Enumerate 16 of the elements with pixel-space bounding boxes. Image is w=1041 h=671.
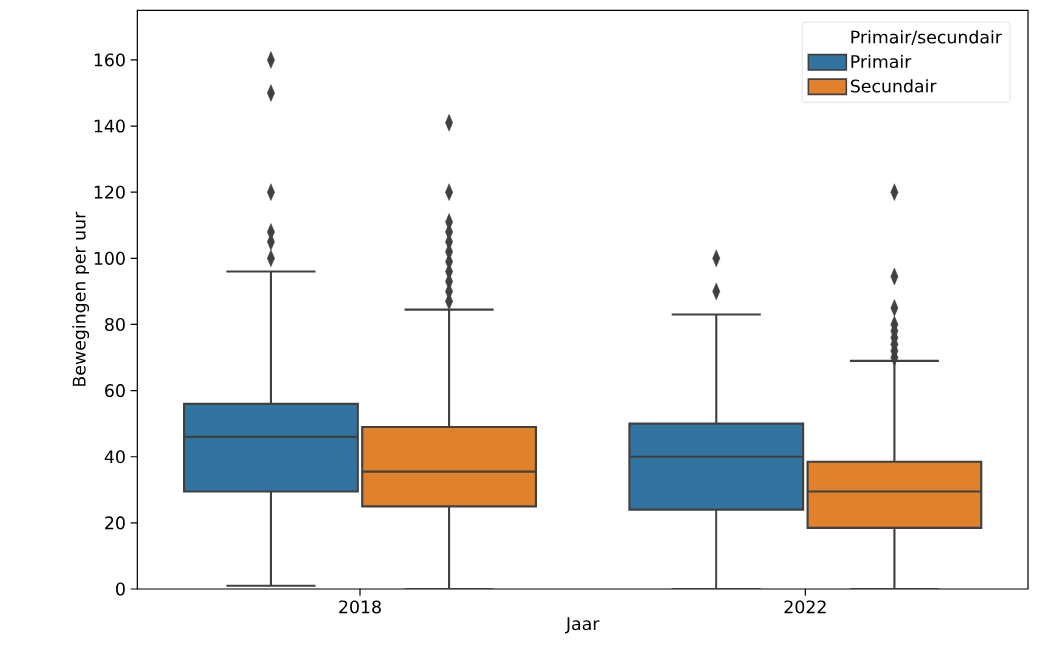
y-tick-label: 160: [94, 53, 125, 67]
legend-label: Secundair: [850, 79, 937, 93]
x-axis-title: Jaar: [565, 617, 600, 634]
y-tick-label: 20: [105, 516, 125, 530]
y-tick-label: 40: [104, 450, 125, 464]
x-tick-label: 2022: [784, 600, 826, 614]
y-tick-label: 0: [116, 582, 125, 596]
y-axis-title: Bewegingen per uur: [72, 211, 90, 386]
legend-label: Primair: [851, 54, 912, 69]
y-tick-label: 100: [94, 251, 125, 265]
y-tick-label: 140: [94, 119, 125, 133]
x-tick-label: 2018: [339, 600, 381, 614]
y-tick-label: 80: [105, 317, 125, 332]
legend-title: Primair/secundair: [851, 30, 1002, 45]
y-tick-label: 60: [105, 384, 125, 398]
y-tick-label: 120: [94, 185, 125, 199]
